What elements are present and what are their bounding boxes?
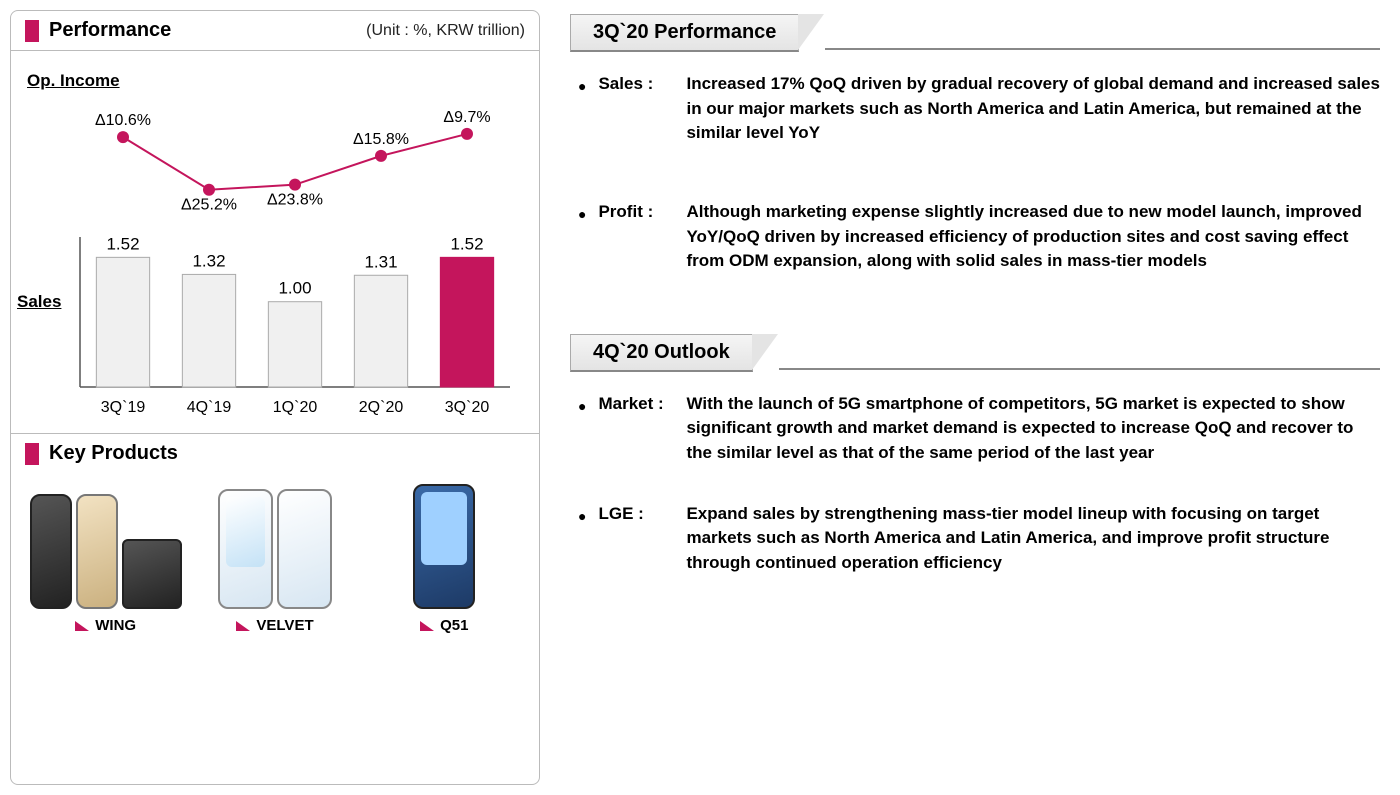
svg-text:3Q`20: 3Q`20 — [445, 399, 490, 416]
svg-text:1.52: 1.52 — [106, 234, 139, 253]
svg-text:Δ9.7%: Δ9.7% — [443, 109, 490, 126]
product-name: WING — [95, 617, 136, 634]
bullet-row: ●LGE :Expand sales by strengthening mass… — [578, 502, 1380, 576]
bullet-icon: ● — [578, 76, 586, 146]
op-income-label: Op. Income — [27, 71, 527, 91]
product-q51: Q51 — [363, 479, 526, 634]
triangle-icon — [75, 621, 89, 631]
svg-text:1.52: 1.52 — [450, 234, 483, 253]
svg-text:Δ25.2%: Δ25.2% — [181, 197, 237, 214]
key-products-header: Key Products — [11, 433, 539, 473]
section-title: 4Q`20 Outlook — [570, 334, 753, 372]
section-rule — [779, 334, 1380, 370]
bullet-label: Profit : — [598, 200, 674, 274]
bullet-text: Expand sales by strengthening mass-tier … — [686, 502, 1380, 576]
performance-title: Performance — [49, 19, 171, 42]
section-title: 3Q`20 Performance — [570, 14, 799, 52]
product-wing: WING — [24, 479, 187, 634]
bullet-row: ●Sales :Increased 17% QoQ driven by grad… — [578, 72, 1380, 146]
bullet-text: With the launch of 5G smartphone of comp… — [686, 392, 1380, 466]
triangle-icon — [420, 621, 434, 631]
accent-block-icon — [25, 443, 39, 465]
section-header: 4Q`20 Outlook — [570, 334, 1380, 372]
bullet-icon: ● — [578, 204, 586, 274]
bullet-label: Market : — [598, 392, 674, 466]
svg-text:Δ10.6%: Δ10.6% — [95, 112, 151, 129]
product-name: Q51 — [440, 617, 468, 634]
performance-chart: 1.52 3Q`19 1.32 4Q`19 1.00 1Q`20 1.31 2Q`20 1.52… — [23, 97, 527, 427]
left-panel: Performance (Unit : %, KRW trillion) Op.… — [10, 10, 540, 785]
svg-text:4Q`19: 4Q`19 — [187, 399, 232, 416]
accent-block-icon — [25, 20, 39, 42]
chart-zone: Op. Income Sales 1.523Q`191.324Q`191.001… — [11, 51, 539, 433]
bullet-icon: ● — [578, 396, 586, 466]
svg-text:1.31: 1.31 — [364, 252, 397, 271]
right-panel: 3Q`20 Performance●Sales :Increased 17% Q… — [570, 10, 1380, 785]
bullet-text: Although marketing expense slightly incr… — [686, 200, 1380, 274]
unit-label: (Unit : %, KRW trillion) — [366, 22, 525, 40]
bullet-label: LGE : — [598, 502, 674, 576]
svg-text:3Q`19: 3Q`19 — [101, 399, 146, 416]
svg-text:Δ15.8%: Δ15.8% — [353, 131, 409, 148]
bullet-row: ●Market :With the launch of 5G smartphon… — [578, 392, 1380, 466]
bullet-text: Increased 17% QoQ driven by gradual reco… — [686, 72, 1380, 146]
product-image — [363, 479, 526, 609]
section-header: 3Q`20 Performance — [570, 14, 1380, 52]
product-image — [194, 479, 357, 609]
bullet-row: ●Profit :Although marketing expense slig… — [578, 200, 1380, 274]
svg-text:2Q`20: 2Q`20 — [359, 399, 404, 416]
product-name: VELVET — [256, 617, 313, 634]
svg-text:Δ23.8%: Δ23.8% — [267, 192, 323, 209]
key-products-title: Key Products — [49, 442, 178, 465]
triangle-icon — [236, 621, 250, 631]
bullet-icon: ● — [578, 506, 586, 576]
key-products-grid: WING VELVET Q51 — [11, 473, 539, 648]
svg-text:1Q`20: 1Q`20 — [273, 399, 318, 416]
performance-header: Performance (Unit : %, KRW trillion) — [11, 11, 539, 51]
product-velvet: VELVET — [194, 479, 357, 634]
bullet-label: Sales : — [598, 72, 674, 146]
svg-text:1.32: 1.32 — [192, 251, 225, 270]
product-image — [24, 479, 187, 609]
section-rule — [825, 14, 1380, 50]
svg-text:1.00: 1.00 — [278, 279, 311, 298]
sales-side-label: Sales — [17, 292, 61, 312]
